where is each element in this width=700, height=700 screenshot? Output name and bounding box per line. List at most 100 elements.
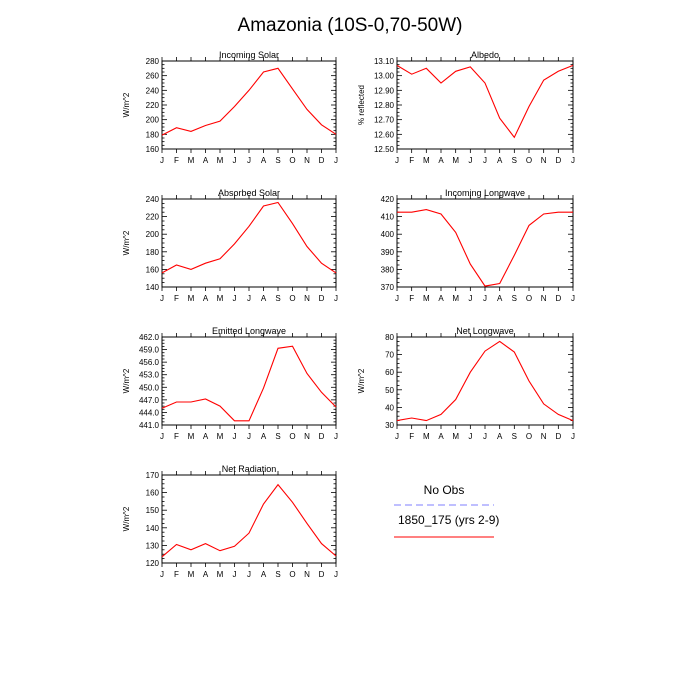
x-tick-label: J [483, 432, 487, 441]
plot-frame [396, 336, 574, 426]
y-tick-label: 180 [146, 130, 160, 139]
y-axis-label: W/m^2 [122, 92, 131, 117]
series-line [396, 340, 574, 422]
x-tick-label: O [526, 294, 532, 303]
x-tick-label: J [571, 156, 575, 165]
x-tick-label: D [319, 294, 325, 303]
x-tick-label: A [497, 294, 503, 303]
y-tick-label: 150 [146, 506, 160, 515]
y-tick-label: 13.00 [374, 72, 395, 81]
y-tick-label: 459.0 [139, 346, 160, 355]
x-tick-label: S [512, 432, 517, 441]
plot-frame [161, 336, 337, 426]
y-tick-label: 420 [381, 195, 395, 204]
y-tick-label: 462.0 [139, 333, 160, 342]
x-tick-label: M [217, 432, 224, 441]
x-tick-label: M [452, 294, 459, 303]
y-tick-label: 200 [146, 230, 160, 239]
series-line [396, 64, 574, 139]
x-tick-label: M [188, 156, 195, 165]
x-tick-label: N [541, 432, 547, 441]
y-tick-label: 453.0 [139, 371, 160, 380]
x-tick-label: F [174, 156, 179, 165]
x-tick-label: A [261, 570, 267, 579]
x-tick-label: M [423, 432, 430, 441]
x-tick-label: A [497, 432, 503, 441]
y-axis-label: W/m^2 [357, 368, 366, 393]
x-tick-label: N [541, 156, 547, 165]
x-tick-label: A [438, 294, 444, 303]
plot-frame [396, 60, 574, 150]
x-tick-label: O [289, 570, 295, 579]
plot-frame [161, 60, 337, 150]
x-tick-label: S [275, 294, 280, 303]
x-tick-label: F [409, 156, 414, 165]
y-tick-label: 130 [146, 541, 160, 550]
y-tick-label: 80 [385, 333, 394, 342]
y-tick-label: 160 [146, 265, 160, 274]
x-tick-label: O [289, 294, 295, 303]
legend-obs-label: No Obs [424, 483, 465, 497]
y-tick-label: 170 [146, 471, 160, 480]
y-tick-label: 444.0 [139, 408, 160, 417]
x-tick-label: M [188, 570, 195, 579]
y-axis-label: % reflected [357, 85, 366, 125]
y-tick-label: 12.80 [374, 101, 395, 110]
x-tick-label: F [409, 432, 414, 441]
y-tick-label: 447.0 [139, 396, 160, 405]
x-tick-label: J [483, 156, 487, 165]
x-tick-label: J [247, 570, 251, 579]
series-line [161, 201, 337, 274]
y-tick-label: 450.0 [139, 383, 160, 392]
x-tick-label: M [423, 156, 430, 165]
y-tick-label: 410 [381, 213, 395, 222]
x-tick-label: A [497, 156, 503, 165]
x-tick-label: M [188, 294, 195, 303]
x-tick-label: J [247, 432, 251, 441]
legend: No Obs 1850_175 (yrs 2-9) [394, 483, 499, 538]
x-tick-label: J [247, 294, 251, 303]
y-tick-label: 140 [146, 283, 160, 292]
y-tick-label: 70 [385, 351, 394, 360]
y-tick-label: 13.10 [374, 57, 395, 66]
x-tick-label: A [203, 570, 209, 579]
plot-frame [161, 198, 337, 288]
panel-title: Incoming Solar [219, 50, 279, 60]
x-tick-label: J [571, 432, 575, 441]
x-tick-label: J [334, 432, 338, 441]
y-tick-label: 240 [146, 195, 160, 204]
x-tick-label: O [289, 156, 295, 165]
y-tick-label: 200 [146, 116, 160, 125]
panel-title: Net Radiation [222, 464, 277, 474]
plot-frame [396, 198, 574, 288]
y-tick-label: 400 [381, 230, 395, 239]
x-tick-label: A [438, 432, 444, 441]
x-tick-label: J [468, 156, 472, 165]
y-tick-label: 390 [381, 248, 395, 257]
y-tick-label: 40 [385, 403, 394, 412]
x-tick-label: J [160, 294, 164, 303]
panel-title: Net Longwave [456, 326, 514, 336]
panel-title: Emitted Longwave [212, 326, 286, 336]
y-tick-label: 60 [385, 368, 394, 377]
x-tick-label: S [275, 570, 280, 579]
series-line [161, 345, 337, 422]
x-tick-label: M [452, 432, 459, 441]
series-line [161, 483, 337, 558]
x-tick-label: S [512, 294, 517, 303]
x-tick-label: J [395, 432, 399, 441]
x-tick-label: A [261, 156, 267, 165]
x-tick-label: M [217, 570, 224, 579]
x-tick-label: D [555, 294, 561, 303]
plot-frame [161, 474, 337, 564]
y-tick-label: 12.90 [374, 86, 395, 95]
x-tick-label: J [483, 294, 487, 303]
x-tick-label: N [304, 294, 310, 303]
x-tick-label: M [217, 156, 224, 165]
x-tick-label: M [217, 294, 224, 303]
x-tick-label: D [555, 156, 561, 165]
